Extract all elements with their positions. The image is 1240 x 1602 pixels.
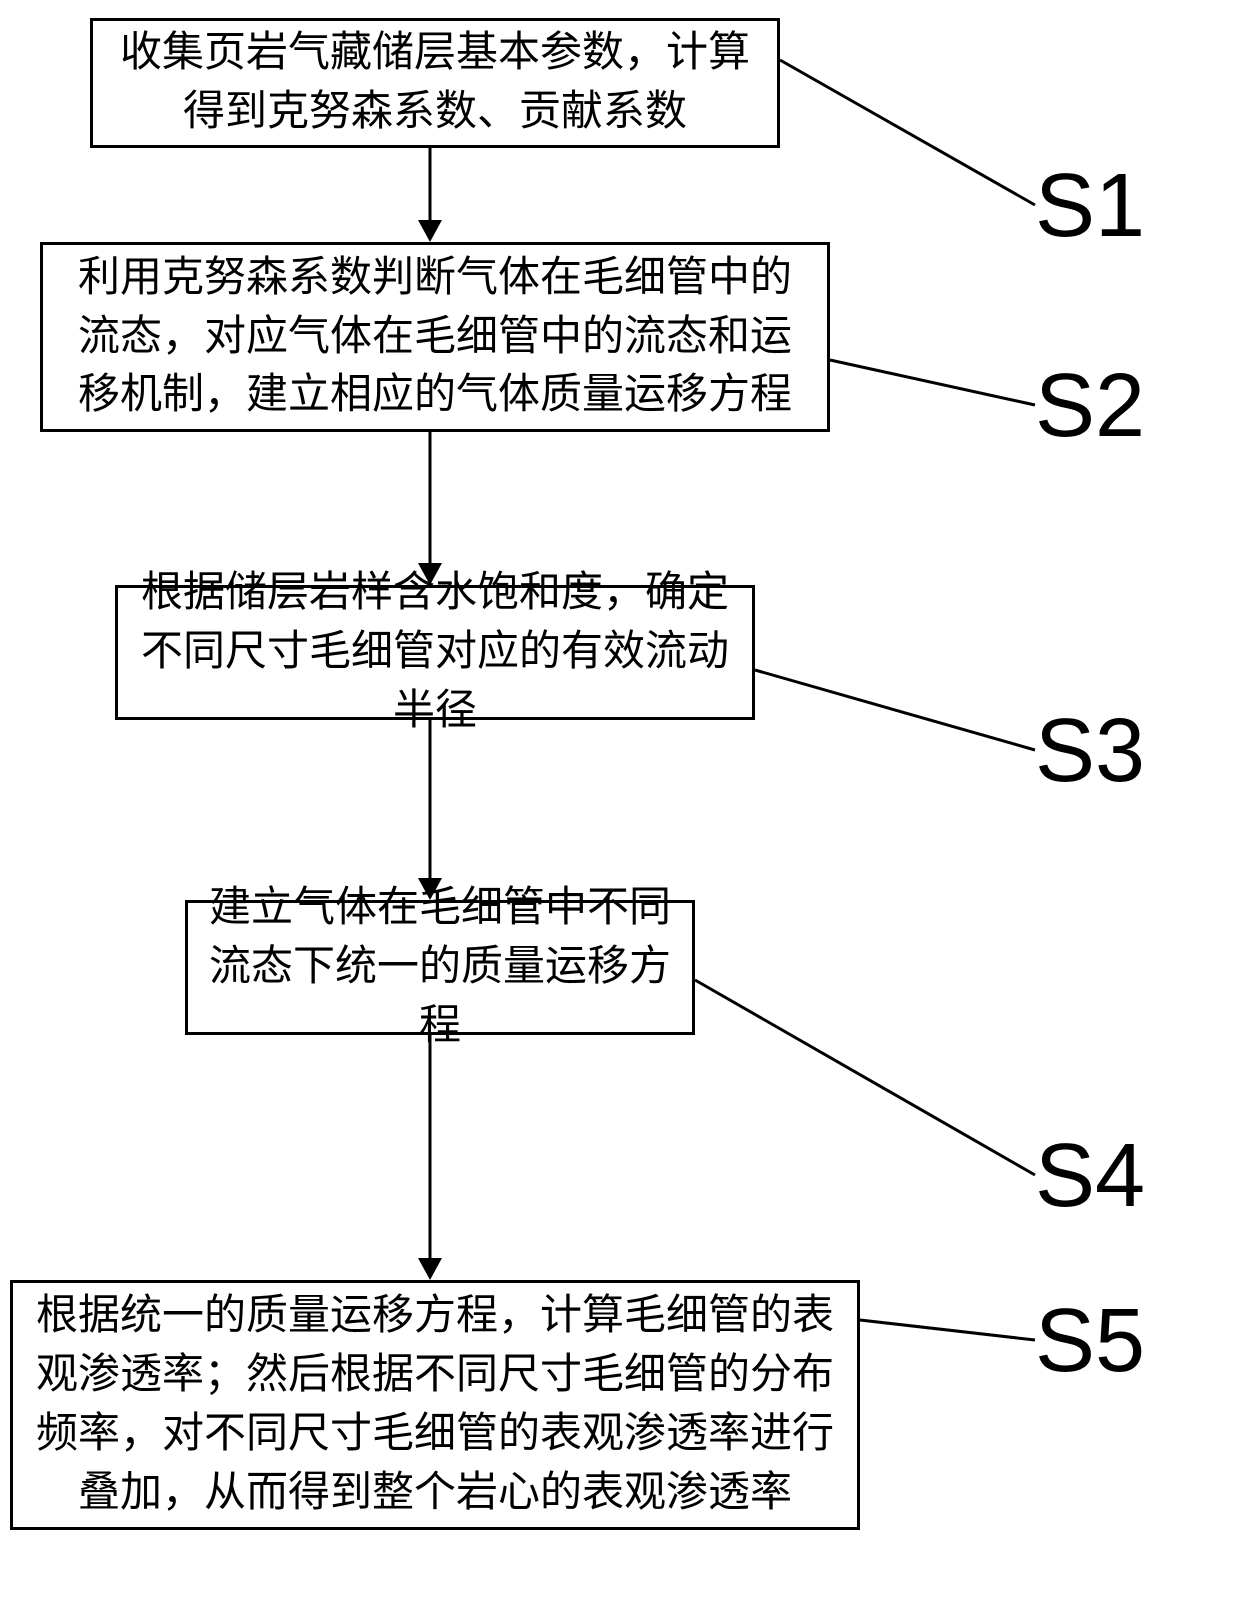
- flowchart-box-s4: 建立气体在毛细管中不同流态下统一的质量运移方程: [185, 900, 695, 1035]
- box-text: 利用克努森系数判断气体在毛细管中的流态，对应气体在毛细管中的流态和运移机制，建立…: [63, 249, 807, 425]
- step-label-s5: S5: [1035, 1290, 1145, 1393]
- flowchart-box-s5: 根据统一的质量运移方程，计算毛细管的表观渗透率；然后根据不同尺寸毛细管的分布频率…: [10, 1280, 860, 1530]
- step-label-s2: S2: [1035, 355, 1145, 458]
- flowchart-box-s3: 根据储层岩样含水饱和度，确定不同尺寸毛细管对应的有效流动半径: [115, 585, 755, 720]
- flowchart-box-s2: 利用克努森系数判断气体在毛细管中的流态，对应气体在毛细管中的流态和运移机制，建立…: [40, 242, 830, 432]
- step-label-s3: S3: [1035, 700, 1145, 803]
- step-label-s4: S4: [1035, 1125, 1145, 1228]
- box-text: 根据统一的质量运移方程，计算毛细管的表观渗透率；然后根据不同尺寸毛细管的分布频率…: [33, 1287, 837, 1522]
- box-text: 建立气体在毛细管中不同流态下统一的质量运移方程: [208, 879, 672, 1055]
- step-label-s1: S1: [1035, 155, 1145, 258]
- flowchart-box-s1: 收集页岩气藏储层基本参数，计算得到克努森系数、贡献系数: [90, 18, 780, 148]
- box-text: 收集页岩气藏储层基本参数，计算得到克努森系数、贡献系数: [113, 24, 757, 142]
- box-text: 根据储层岩样含水饱和度，确定不同尺寸毛细管对应的有效流动半径: [138, 564, 732, 740]
